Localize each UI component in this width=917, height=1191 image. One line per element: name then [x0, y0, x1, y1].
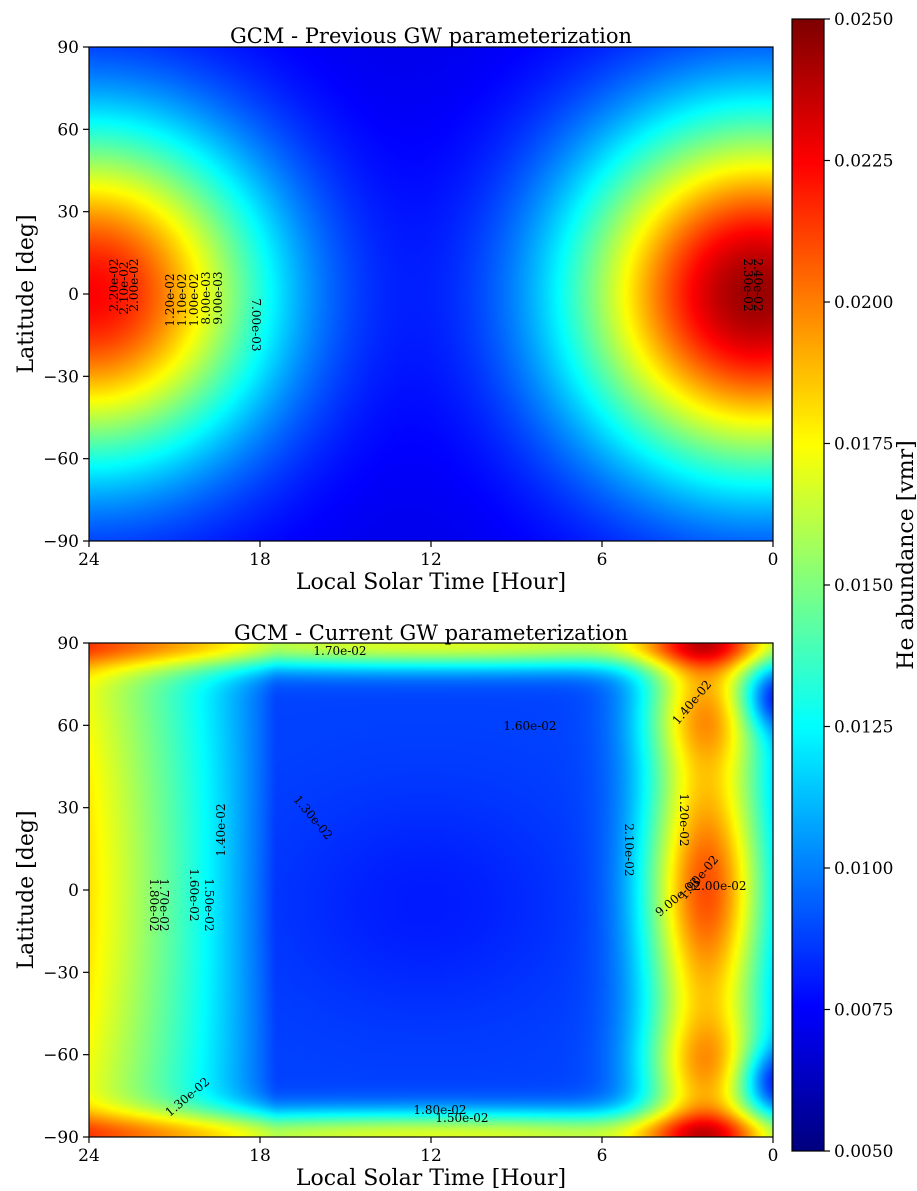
contour-label: 1.00e-02	[187, 273, 201, 326]
contour-label: 9.00e-03	[211, 271, 225, 324]
colorbar-tick-label: 0.0125	[834, 718, 893, 738]
x-tick-label: 12	[420, 1146, 442, 1166]
y-tick-label: −90	[43, 532, 79, 552]
contour-label: 1.40e-02	[214, 803, 228, 856]
contour-label: 1.20e-02	[677, 793, 691, 846]
contour-label: 1.10e-02	[175, 273, 189, 326]
contour-label: 2.10e-02	[117, 261, 131, 314]
x-axis-label-current: Local Solar Time [Hour]	[296, 1166, 566, 1191]
y-ticks-previous: 90 60 30 0 −30 −60 −90	[43, 38, 89, 552]
colorbar-tick-label: 0.0200	[834, 293, 893, 313]
colorbar-tick-label: 0.0100	[834, 859, 893, 879]
contour-label: 2.10e-02	[622, 823, 636, 876]
contour-label: 7.00e-03	[249, 298, 263, 351]
heatmap-previous	[89, 47, 773, 541]
contour-labels-previous: 2.20e-022.10e-022.00e-02 8.00e-039.00e-03…	[107, 258, 765, 351]
contour-label: 1.50e-02	[435, 1111, 488, 1125]
contour-label: 1.20e-02	[163, 273, 177, 326]
y-ticks-current: 90 60 30 0 −30 −60 −90	[43, 634, 89, 1148]
contour-label: 2.20e-02	[107, 258, 121, 311]
colorbar-tick-label: 0.0050	[834, 1142, 893, 1162]
colorbar-label: He abundance [vmr]	[894, 440, 917, 669]
y-tick-label: −30	[43, 367, 79, 387]
x-tick-label: 6	[597, 1146, 608, 1166]
x-tick-label: 24	[78, 1146, 100, 1166]
x-tick-label: 18	[249, 550, 271, 570]
y-axis-label-previous: Latitude [deg]	[14, 214, 39, 373]
y-tick-label: 0	[68, 285, 79, 305]
contour-label: 1.60e-02	[187, 868, 201, 921]
panel-current: GCM - Current GW parameterization 24 18 12…	[14, 621, 778, 1191]
contour-label: 1.50e-02	[202, 878, 216, 931]
panel-title-previous: GCM - Previous GW parameterization	[230, 24, 632, 48]
colorbar-gradient	[792, 19, 824, 1151]
colorbar-tick-label: 0.0175	[834, 435, 893, 455]
panel-title-current: GCM - Current GW parameterization	[234, 621, 628, 645]
contour-label: 2.30e-02	[741, 258, 755, 311]
y-tick-label: 30	[57, 799, 79, 819]
colorbar: 0.0050 0.0075 0.0100 0.0125 0.0150 0.0175 0.02…	[791, 10, 917, 1162]
x-ticks-current: 24 18 12 6 0	[78, 1137, 778, 1166]
y-tick-label: 90	[57, 38, 79, 58]
contour-label: 1.80e-02	[147, 878, 161, 931]
x-tick-label: 0	[768, 1146, 779, 1166]
contour-label: 1.70e-02	[313, 644, 366, 658]
y-tick-label: 60	[57, 716, 79, 736]
x-tick-label: 12	[420, 550, 442, 570]
y-tick-label: −30	[43, 963, 79, 983]
x-tick-label: 24	[78, 550, 100, 570]
y-tick-label: 0	[68, 881, 79, 901]
contour-label: 2.00e-02	[127, 258, 141, 311]
panel-previous: GCM - Previous GW parameterization 24 18 1…	[14, 24, 778, 595]
y-tick-label: 60	[57, 120, 79, 140]
contour-label: 1.70e-02	[157, 878, 171, 931]
y-axis-label-current: Latitude [deg]	[14, 810, 39, 969]
colorbar-tick-label: 0.0225	[834, 152, 893, 172]
colorbar-tick-label: 0.0250	[834, 10, 893, 30]
colorbar-tick-label: 0.0150	[834, 576, 893, 596]
y-tick-label: −90	[43, 1128, 79, 1148]
x-axis-label-previous: Local Solar Time [Hour]	[296, 570, 566, 595]
y-tick-label: 90	[57, 634, 79, 654]
contour-label: 8.00e-03	[199, 271, 213, 324]
x-tick-label: 6	[597, 550, 608, 570]
x-tick-label: 0	[768, 550, 779, 570]
contour-label: 2.00e-02	[693, 879, 746, 893]
contour-label: 2.40e-02	[751, 258, 765, 311]
y-tick-label: −60	[43, 1046, 79, 1066]
colorbar-ticks: 0.0050 0.0075 0.0100 0.0125 0.0150 0.0175 0.02…	[824, 10, 893, 1162]
x-ticks-previous: 24 18 12 6 0	[78, 541, 778, 570]
heatmap-current	[89, 643, 773, 1137]
x-tick-label: 18	[249, 1146, 271, 1166]
y-tick-label: −60	[43, 450, 79, 470]
colorbar-tick-label: 0.0075	[834, 1001, 893, 1021]
contour-label: 1.60e-02	[503, 719, 556, 733]
y-tick-label: 30	[57, 203, 79, 223]
contour-label: 1.80e-02	[413, 1103, 466, 1117]
